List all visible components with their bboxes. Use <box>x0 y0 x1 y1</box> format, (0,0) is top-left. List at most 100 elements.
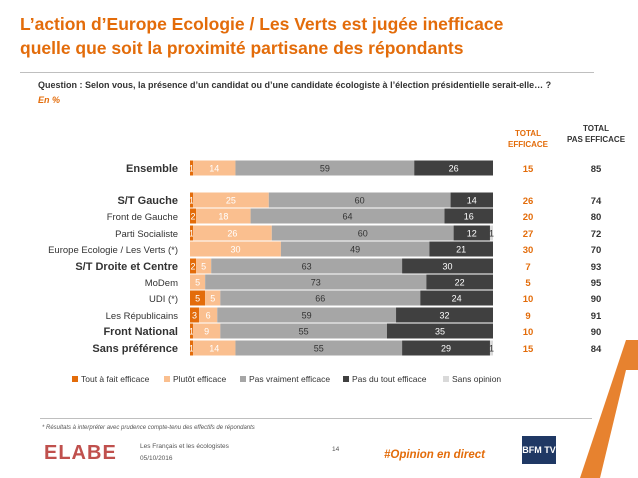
total-efficace-value: 27 <box>523 229 534 240</box>
bar-segment <box>190 323 194 339</box>
data-label: 26 <box>227 229 237 239</box>
legend-entry: Pas du tout efficace <box>352 374 427 384</box>
total-pas-efficace-header: TOTAL PAS EFFICACE <box>560 123 632 145</box>
bar-segment <box>268 192 451 208</box>
legend-swatch <box>443 376 449 382</box>
data-label: 24 <box>452 294 462 304</box>
data-label: 5 <box>210 294 215 304</box>
data-label: 49 <box>350 245 360 255</box>
data-label: 5 <box>195 278 200 288</box>
bar-segment <box>205 274 427 290</box>
bar-segment <box>386 323 493 339</box>
bar-segment <box>280 241 430 257</box>
data-label: 32 <box>440 311 450 321</box>
data-label: 1 <box>189 196 194 206</box>
legend-swatch <box>343 376 349 382</box>
total-pas-efficace-value: 90 <box>591 327 602 338</box>
total-pas-efficace-value: 72 <box>591 229 602 240</box>
bar-segment <box>489 225 493 241</box>
category-label: Front de Gauche <box>107 212 178 223</box>
data-label: 5 <box>195 294 200 304</box>
bar-segment <box>196 208 251 224</box>
data-label: 1 <box>489 344 494 354</box>
data-label: 60 <box>355 196 365 206</box>
bar-segment <box>190 290 206 306</box>
category-label: Ensemble <box>126 163 178 175</box>
category-label: Sans préférence <box>92 343 178 355</box>
total-efficace-value: 10 <box>523 327 534 338</box>
data-label: 12 <box>467 229 477 239</box>
total-efficace-header-line2: EFFICACE <box>508 140 548 149</box>
total-efficace-value: 20 <box>523 212 534 223</box>
bar-segment <box>235 340 403 356</box>
bar-segment <box>235 160 415 176</box>
total-efficace-value: 7 <box>525 262 530 273</box>
data-label: 64 <box>343 212 353 222</box>
data-label: 14 <box>467 196 477 206</box>
bar-segment <box>220 323 387 339</box>
category-label: Parti Socialiste <box>115 229 178 240</box>
footer-study-title: Les Français et les écologistes <box>140 443 229 450</box>
bar-segment <box>190 274 206 290</box>
legend-entry: Tout à fait efficace <box>81 374 150 384</box>
footnote: * Résultats à interpréter avec prudence … <box>42 425 255 431</box>
data-label: 1 <box>189 344 194 354</box>
bar-segment <box>193 160 236 176</box>
total-efficace-header-line1: TOTAL <box>515 129 541 138</box>
bar-segment <box>190 225 194 241</box>
bar-segment <box>426 274 493 290</box>
title-line-2: quelle que soit la proximité partisane d… <box>20 38 464 58</box>
data-label: 2 <box>191 262 196 272</box>
data-label: 1 <box>189 229 194 239</box>
data-label: 21 <box>456 245 466 255</box>
hashtag: #Opinion en direct <box>384 449 485 461</box>
data-label: 60 <box>358 229 368 239</box>
title-divider <box>20 72 594 73</box>
bfm-tv-logo: BFM TV <box>522 436 556 464</box>
total-pas-efficace-value: 85 <box>591 164 602 175</box>
data-label: 30 <box>230 245 240 255</box>
bar-segment <box>217 307 397 323</box>
category-label: Front National <box>103 326 178 338</box>
total-pas-efficace-header-line2: PAS EFFICACE <box>566 135 626 144</box>
category-label: Europe Ecologie / Les Verts (*) <box>48 245 178 256</box>
bar-segment <box>489 340 493 356</box>
bar-segment <box>414 160 493 176</box>
data-label: 6 <box>206 311 211 321</box>
brand-triangle-decoration <box>580 340 638 478</box>
data-label: 35 <box>435 327 445 337</box>
total-pas-efficace-value: 74 <box>591 196 602 207</box>
data-label: 55 <box>299 327 309 337</box>
bar-segment <box>396 307 493 323</box>
data-label: 29 <box>441 344 451 354</box>
legend-entry: Pas vraiment efficace <box>249 374 330 384</box>
legend-swatch <box>164 376 170 382</box>
total-pas-efficace-value: 93 <box>591 262 602 273</box>
total-pas-efficace-value: 84 <box>591 344 602 355</box>
bar-segment <box>190 192 194 208</box>
data-label: 1 <box>489 229 494 239</box>
total-efficace-value: 5 <box>525 278 531 289</box>
bar-segment <box>205 290 221 306</box>
footer-date: 05/10/2016 <box>140 455 173 462</box>
bar-segment <box>220 290 421 306</box>
page-number: 14 <box>332 446 340 453</box>
data-label: 25 <box>226 196 236 206</box>
data-label: 5 <box>201 262 206 272</box>
data-label: 63 <box>302 262 312 272</box>
bar-segment <box>250 208 445 224</box>
data-label: 3 <box>192 311 197 321</box>
bar-segment <box>450 192 493 208</box>
category-label: UDI (*) <box>149 294 178 305</box>
legend-entry: Plutôt efficace <box>173 374 227 384</box>
legend-swatch <box>240 376 246 382</box>
bar-segment <box>190 160 194 176</box>
bar-segment <box>444 208 493 224</box>
bar-segment <box>190 258 197 274</box>
total-pas-efficace-value: 91 <box>591 311 602 322</box>
data-label: 22 <box>455 278 465 288</box>
legend-swatch <box>72 376 78 382</box>
data-label: 73 <box>311 278 321 288</box>
footer-divider <box>40 418 592 419</box>
bar-segment <box>199 307 218 323</box>
